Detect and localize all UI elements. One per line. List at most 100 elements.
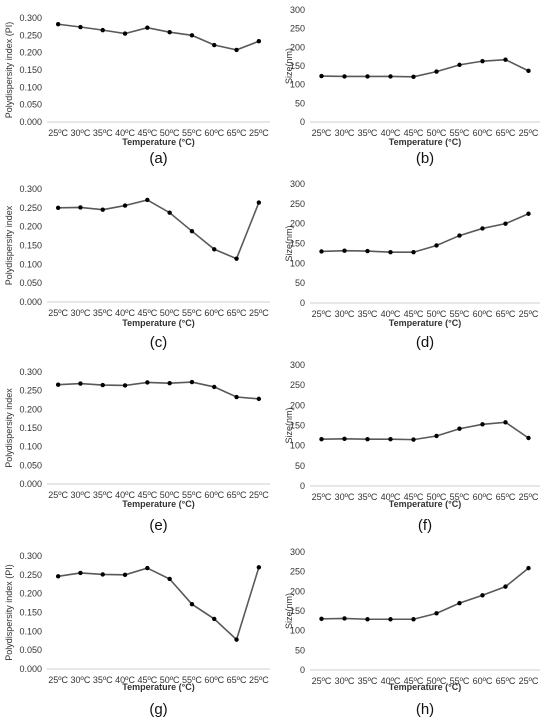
series-line bbox=[321, 213, 529, 254]
x-tick-label: 25ºC bbox=[519, 128, 539, 138]
x-axis-title: Temperature (°C) bbox=[389, 318, 461, 328]
series-line bbox=[58, 199, 260, 260]
data-point bbox=[189, 33, 195, 38]
data-point bbox=[256, 200, 262, 205]
x-tick-label: 55ºC bbox=[450, 676, 470, 686]
data-point bbox=[388, 74, 393, 79]
data-point bbox=[167, 381, 172, 386]
data-point bbox=[526, 565, 531, 571]
data-point bbox=[78, 205, 83, 210]
y-tick-label: 0.050 bbox=[19, 100, 42, 110]
data-point bbox=[256, 565, 262, 570]
data-point bbox=[167, 30, 172, 35]
x-tick-label: 50ºC bbox=[427, 492, 447, 502]
y-tick-label: 0.100 bbox=[19, 82, 42, 92]
x-tick-label: 25ºC bbox=[249, 675, 269, 685]
y-tick-label: 0.050 bbox=[19, 460, 42, 470]
x-tick-label: 30ºC bbox=[71, 490, 91, 500]
data-point bbox=[256, 39, 262, 44]
x-tick-label: 65ºC bbox=[227, 308, 247, 318]
y-tick-label: 200 bbox=[290, 400, 305, 410]
x-tick-label: 65ºC bbox=[496, 676, 516, 686]
x-tick-label: 40ºC bbox=[115, 128, 135, 138]
data-point bbox=[319, 437, 324, 442]
data-point bbox=[100, 27, 105, 33]
data-point bbox=[100, 382, 105, 388]
x-tick-label: 25ºC bbox=[312, 492, 332, 502]
data-point bbox=[234, 256, 239, 261]
y-tick-label: 50 bbox=[295, 645, 305, 655]
data-point bbox=[457, 600, 462, 606]
x-tick-label: 35ºC bbox=[93, 308, 113, 318]
x-tick-label: 25ºC bbox=[519, 492, 539, 502]
data-point bbox=[503, 221, 508, 226]
y-tick-label: 0.150 bbox=[19, 608, 42, 618]
data-point bbox=[388, 617, 393, 622]
y-tick-label: 50 bbox=[295, 278, 305, 288]
x-tick-label: 45ºC bbox=[137, 675, 157, 685]
y-tick-label: 250 bbox=[290, 24, 305, 34]
x-tick-label: 55ºC bbox=[182, 490, 202, 500]
x-axis-title: Temperature (°C) bbox=[122, 137, 194, 147]
x-tick-label: 60ºC bbox=[473, 492, 493, 502]
data-point bbox=[212, 247, 217, 252]
data-point bbox=[503, 584, 508, 589]
data-point bbox=[526, 211, 531, 216]
y-tick-label: 0.150 bbox=[19, 65, 42, 75]
y-axis-title: Size(nm) bbox=[284, 593, 294, 629]
y-tick-label: 150 bbox=[290, 606, 305, 616]
x-tick-label: 65ºC bbox=[496, 492, 516, 502]
data-point bbox=[434, 69, 439, 74]
data-point bbox=[256, 396, 262, 402]
data-point bbox=[480, 422, 485, 427]
x-tick-label: 65ºC bbox=[496, 309, 516, 319]
x-tick-label: 65ºC bbox=[227, 490, 247, 500]
x-tick-label: 55ºC bbox=[450, 309, 470, 319]
y-tick-label: 0.150 bbox=[19, 241, 42, 251]
data-point bbox=[342, 248, 347, 253]
data-point bbox=[411, 74, 416, 80]
panel-label: (b) bbox=[416, 150, 434, 167]
data-point bbox=[526, 68, 531, 74]
data-point bbox=[167, 210, 172, 215]
y-tick-label: 150 bbox=[290, 239, 305, 249]
x-tick-label: 55ºC bbox=[450, 492, 470, 502]
data-point bbox=[457, 233, 462, 238]
y-tick-label: 100 bbox=[290, 626, 305, 636]
y-tick-label: 0.250 bbox=[19, 386, 42, 396]
x-tick-label: 65ºC bbox=[496, 128, 516, 138]
x-tick-label: 25ºC bbox=[519, 676, 539, 686]
data-point bbox=[122, 572, 128, 578]
x-tick-label: 50ºC bbox=[427, 676, 447, 686]
y-tick-label: 0 bbox=[300, 298, 305, 308]
y-tick-label: 0.250 bbox=[19, 30, 42, 40]
x-tick-label: 40ºC bbox=[115, 490, 135, 500]
data-point bbox=[189, 228, 195, 234]
y-tick-label: 150 bbox=[290, 421, 305, 431]
data-point bbox=[503, 57, 508, 62]
data-point bbox=[342, 616, 347, 621]
y-tick-label: 250 bbox=[290, 199, 305, 209]
x-tick-label: 55ºC bbox=[182, 675, 202, 685]
series-line bbox=[321, 58, 529, 78]
x-axis-title: Temperature (°C) bbox=[122, 499, 194, 509]
x-tick-label: 25ºC bbox=[312, 309, 332, 319]
data-point bbox=[55, 205, 61, 211]
panel-label: (e) bbox=[149, 517, 167, 534]
y-axis-title: Polydispersity index (PI) bbox=[4, 564, 14, 661]
panel-label: (c) bbox=[150, 334, 168, 351]
x-axis-title: Temperature (°C) bbox=[122, 682, 194, 692]
y-tick-label: 0.300 bbox=[19, 184, 42, 194]
y-tick-label: 0.200 bbox=[19, 589, 42, 599]
x-tick-label: 60ºC bbox=[473, 676, 493, 686]
x-tick-label: 35ºC bbox=[93, 490, 113, 500]
y-axis-title: Size(nm) bbox=[284, 48, 294, 84]
y-tick-label: 0.300 bbox=[19, 551, 42, 561]
data-point bbox=[365, 617, 370, 622]
y-tick-label: 0.300 bbox=[19, 13, 42, 23]
